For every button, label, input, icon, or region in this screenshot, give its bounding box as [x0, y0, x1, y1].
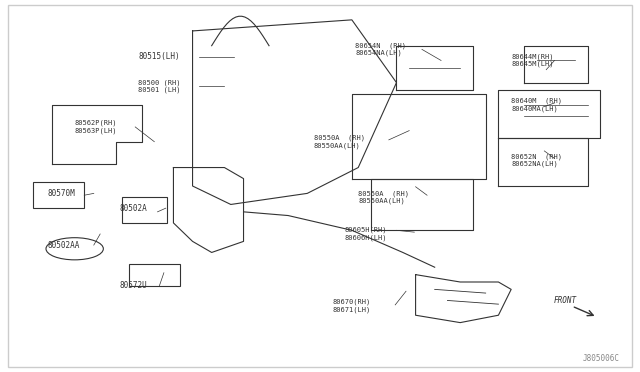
Bar: [129, 263, 180, 286]
Text: 80572U: 80572U: [119, 281, 147, 290]
Text: 80652N  (RH)
80652NA(LH): 80652N (RH) 80652NA(LH): [511, 153, 562, 167]
Text: 80515(LH): 80515(LH): [138, 52, 180, 61]
Text: 80502AA: 80502AA: [47, 241, 79, 250]
Text: 80550A  (RH)
80550AA(LH): 80550A (RH) 80550AA(LH): [358, 190, 409, 204]
Text: 80654N  (RH)
80654NA(LH): 80654N (RH) 80654NA(LH): [355, 42, 406, 57]
Text: 80500 (RH)
80501 (LH): 80500 (RH) 80501 (LH): [138, 79, 181, 93]
Text: FRONT: FRONT: [554, 296, 577, 305]
Bar: [122, 197, 167, 223]
Text: 80550A  (RH)
80550AA(LH): 80550A (RH) 80550AA(LH): [314, 135, 365, 149]
Text: 80570M: 80570M: [47, 189, 75, 198]
Text: 80644M(RH)
80645M(LH): 80644M(RH) 80645M(LH): [511, 54, 554, 67]
Text: J805006C: J805006C: [582, 354, 620, 363]
Text: 80640M  (RH)
80640MA(LH): 80640M (RH) 80640MA(LH): [511, 98, 562, 112]
Text: 80562P(RH)
80563P(LH): 80562P(RH) 80563P(LH): [75, 120, 117, 134]
Text: 80670(RH)
80671(LH): 80670(RH) 80671(LH): [333, 299, 371, 313]
Text: 80605H(RH)
80606H(LH): 80605H(RH) 80606H(LH): [344, 227, 387, 241]
Text: 80502A: 80502A: [119, 203, 147, 213]
Bar: [33, 182, 84, 208]
